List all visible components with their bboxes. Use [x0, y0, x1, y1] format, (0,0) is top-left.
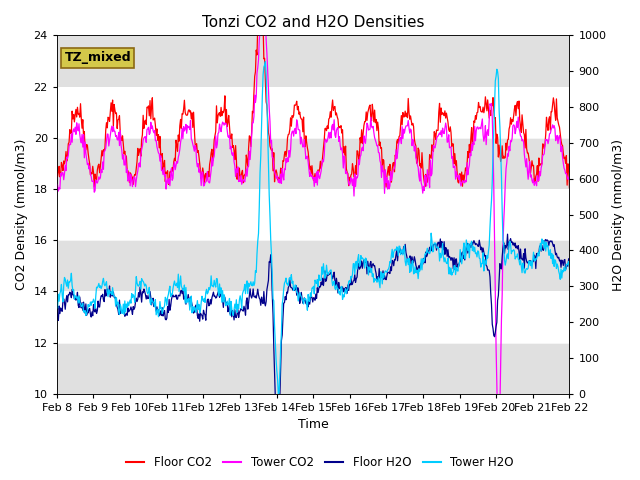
X-axis label: Time: Time — [298, 419, 328, 432]
Bar — [57, 36, 570, 86]
Y-axis label: CO2 Density (mmol/m3): CO2 Density (mmol/m3) — [15, 139, 28, 290]
Text: TZ_mixed: TZ_mixed — [65, 51, 131, 64]
Bar — [57, 343, 570, 394]
Title: Tonzi CO2 and H2O Densities: Tonzi CO2 and H2O Densities — [202, 15, 424, 30]
Y-axis label: H2O Density (mmol/m3): H2O Density (mmol/m3) — [612, 139, 625, 290]
Legend: Floor CO2, Tower CO2, Floor H2O, Tower H2O: Floor CO2, Tower CO2, Floor H2O, Tower H… — [122, 452, 518, 474]
Bar — [57, 240, 570, 291]
Bar — [57, 138, 570, 189]
